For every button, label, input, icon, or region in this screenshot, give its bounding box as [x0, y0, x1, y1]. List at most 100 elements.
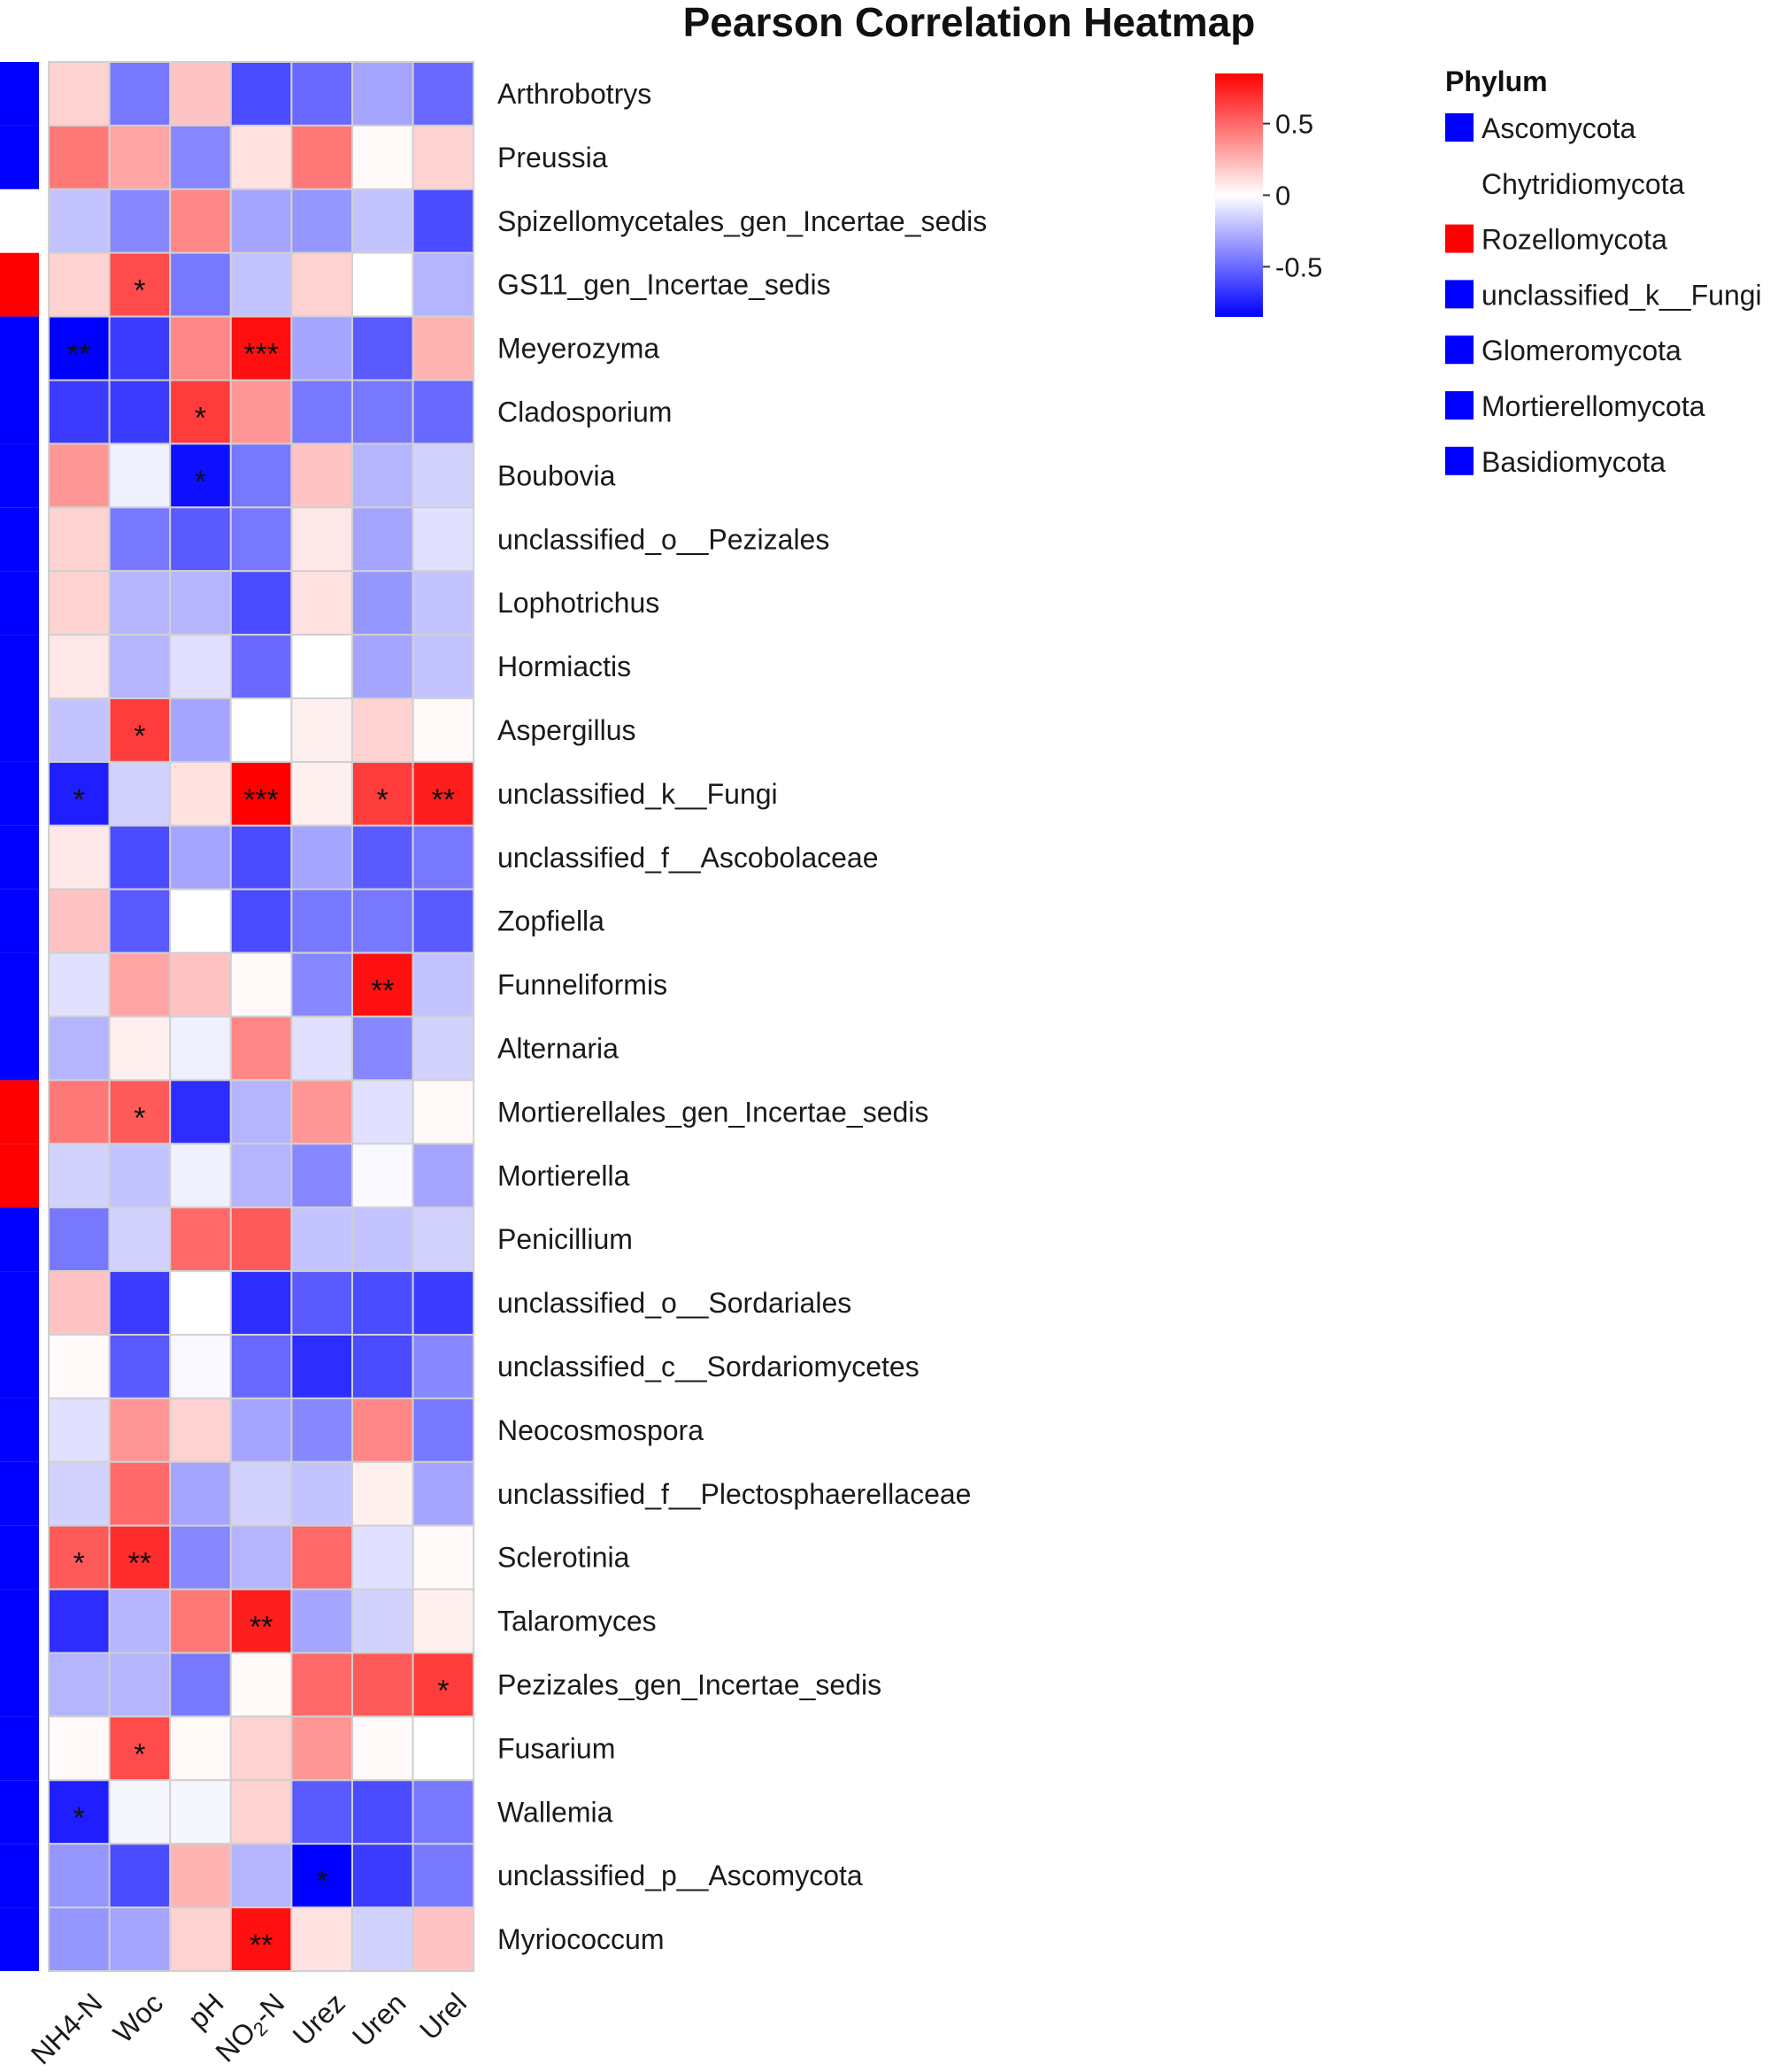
heatmap-cell: [48, 1843, 111, 1909]
heatmap-cell: [48, 697, 111, 763]
heatmap-cell: [412, 188, 475, 254]
row-label: unclassified_o__Pezizales: [497, 523, 829, 555]
heatmap-cell: [351, 951, 414, 1018]
heatmap-cells: [48, 61, 475, 1973]
heatmap-cell: [412, 443, 475, 509]
row-label: Spizellomycetales_gen_Incertae_sedis: [497, 205, 987, 237]
heatmap-cell: [229, 760, 293, 827]
heatmap-cell: [169, 760, 232, 827]
heatmap-cell: [412, 1588, 475, 1654]
heatmap-cell: [351, 124, 414, 190]
heatmap-cell: [108, 1460, 172, 1527]
significance-mark: *: [195, 401, 206, 435]
heatmap-cell: [169, 1906, 232, 1973]
heatmap-cell: [290, 760, 353, 827]
phylum-strip-segment: [0, 1335, 39, 1398]
row-label: Funneliformis: [497, 969, 667, 1001]
heatmap-cell: [169, 951, 232, 1018]
row-label: Penicillium: [497, 1223, 633, 1255]
heatmap-cell: [229, 1460, 293, 1527]
legend-swatch: [1445, 224, 1474, 253]
heatmap-cell: [351, 1779, 414, 1845]
heatmap-cell: [48, 506, 111, 573]
heatmap-cell: [229, 124, 293, 190]
significance-mark: ***: [243, 783, 279, 817]
phylum-strip-segment: [0, 889, 39, 953]
legend-label: unclassified_k__Fungi: [1481, 279, 1762, 311]
significance-mark: *: [195, 465, 206, 498]
phylum-strip-segment: [0, 316, 39, 381]
heatmap-cell: [48, 570, 111, 636]
heatmap-cell: [412, 61, 475, 127]
heatmap-cell: [48, 1143, 111, 1209]
heatmap-cell: [412, 1715, 475, 1782]
heatmap-cell: [412, 379, 475, 445]
legend-swatch: [1445, 113, 1474, 142]
heatmap-cell: [290, 443, 353, 509]
legend-title: Phylum: [1445, 65, 1548, 97]
heatmap-cell: [48, 824, 111, 890]
heatmap-cell: [169, 188, 232, 254]
heatmap-cell: [229, 634, 293, 699]
heatmap-cell: [290, 1270, 353, 1336]
heatmap-cell: [412, 697, 475, 763]
heatmap-cell: [229, 506, 293, 573]
phylum-strip-segment: [0, 380, 39, 444]
heatmap-cell: [351, 1843, 414, 1909]
legend-label: Basidiomycota: [1481, 446, 1666, 478]
row-label: unclassified_o__Sordariales: [497, 1287, 851, 1319]
heatmap-cell: [169, 506, 232, 573]
heatmap-cell: [169, 1079, 232, 1145]
heatmap-cell: [351, 1334, 414, 1399]
heatmap-cell: [169, 1524, 232, 1591]
phylum-strip-segment: [0, 825, 39, 890]
heatmap-cell: [169, 1588, 232, 1654]
row-label: Mortierella: [497, 1159, 630, 1191]
heatmap-cell: [229, 1843, 293, 1909]
significance-mark: *: [134, 1737, 145, 1771]
legend-swatch: [1445, 391, 1474, 420]
phylum-strip-segment: [0, 952, 39, 1017]
row-label: Alternaria: [497, 1032, 619, 1064]
heatmap-cell: [351, 824, 414, 890]
heatmap-cell: [48, 443, 111, 509]
heatmap-cell: [290, 824, 353, 890]
phylum-strip-segment: [0, 1398, 39, 1462]
heatmap-cell: [351, 1588, 414, 1654]
heatmap-cell: [229, 251, 293, 318]
heatmap-cell: [412, 251, 475, 318]
colorbar-tick-label: 0: [1275, 181, 1290, 212]
heatmap-cell: [351, 1079, 414, 1145]
heatmap-cell: [412, 1015, 475, 1082]
heatmap-cell: [229, 1334, 293, 1399]
column-label: Woc: [107, 1987, 169, 2049]
heatmap-cell: [290, 1652, 353, 1718]
heatmap-cell: [229, 1397, 293, 1463]
phylum-strip-segment: [0, 1525, 39, 1590]
chart-title: Pearson Correlation Heatmap: [683, 0, 1256, 45]
heatmap-cell: [169, 124, 232, 190]
heatmap-cell: [48, 1206, 111, 1273]
heatmap-cell: [412, 760, 475, 827]
significance-mark: *: [134, 274, 145, 308]
heatmap-cell: [48, 251, 111, 318]
significance-mark: **: [371, 974, 394, 1008]
heatmap-cell: [229, 824, 293, 890]
phylum-strip-segment: [0, 1907, 39, 1971]
heatmap-cell: [108, 1206, 172, 1273]
heatmap-cell: [290, 634, 353, 699]
row-label: Meyerozyma: [497, 333, 659, 365]
phylum-strip-segment: [0, 507, 39, 572]
heatmap-cell: [48, 1906, 111, 1973]
phylum-strip-segment: [0, 62, 39, 126]
heatmap-cell: [108, 443, 172, 509]
heatmap-cell: [108, 1652, 172, 1718]
heatmap-cell: [412, 1906, 475, 1973]
heatmap-cell: [48, 1397, 111, 1463]
heatmap-cell: [412, 1524, 475, 1591]
heatmap-cell: [169, 570, 232, 636]
heatmap-cell: [290, 570, 353, 636]
phylum-strip-segment: [0, 443, 39, 508]
heatmap-cell: [290, 1715, 353, 1782]
heatmap-cell: [290, 888, 353, 954]
